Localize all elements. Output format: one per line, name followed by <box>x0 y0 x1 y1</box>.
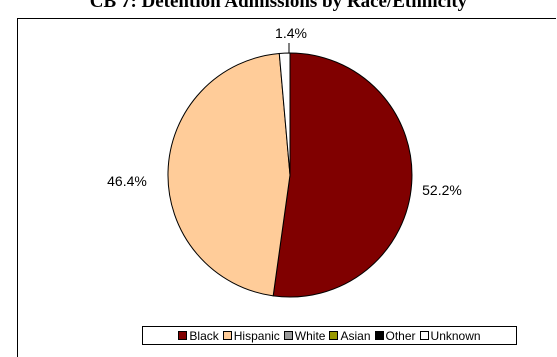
slice-label-black: 52.2% <box>422 182 462 198</box>
legend-swatch-white <box>283 331 293 340</box>
pie-slice-black <box>272 52 413 298</box>
legend-swatch-black <box>178 331 188 340</box>
legend-label-other: Other <box>385 328 416 343</box>
chart-legend: Black Hispanic White Asian Other Unknown <box>142 326 517 345</box>
legend-label-hispanic: Hispanic <box>233 328 280 343</box>
legend-swatch-unknown <box>419 331 429 340</box>
legend-item-other: Other <box>374 328 416 343</box>
pie-slice-unknown <box>278 52 291 176</box>
legend-label-white: White <box>294 328 326 343</box>
legend-swatch-asian <box>329 331 339 340</box>
legend-item-hispanic: Hispanic <box>222 328 280 343</box>
legend-item-asian: Asian <box>329 328 371 343</box>
legend-item-white: White <box>283 328 326 343</box>
legend-label-unknown: Unknown <box>430 328 481 343</box>
legend-swatch-hispanic <box>222 331 232 340</box>
legend-label-black: Black <box>189 328 219 343</box>
pie-slice-hispanic <box>167 52 291 297</box>
legend-item-unknown: Unknown <box>419 328 481 343</box>
chart-title: CB 7: Detention Admissions by Race/Ethni… <box>89 0 468 12</box>
legend-label-asian: Asian <box>340 328 371 343</box>
chart-frame <box>17 18 556 357</box>
legend-item-black: Black <box>178 328 219 343</box>
slice-label-unknown: 1.4% <box>275 25 307 41</box>
slice-label-hispanic: 46.4% <box>107 173 147 189</box>
legend-swatch-other <box>374 331 384 340</box>
